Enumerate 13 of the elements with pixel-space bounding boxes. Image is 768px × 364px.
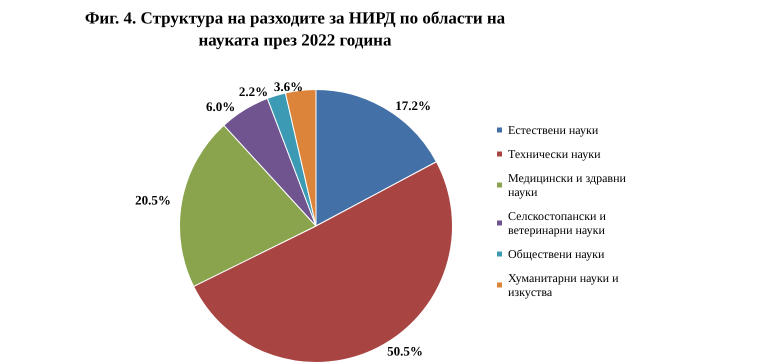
legend-label: Селскостопански и ветеринарни науки [508, 209, 609, 237]
legend-label: Обществени науки [508, 247, 605, 261]
legend-label: Хуманитарни науки и изкуства [508, 271, 622, 299]
data-label: 17.2% [395, 98, 432, 114]
legend-label: Медицински и здравни науки [508, 171, 629, 199]
data-label: 20.5% [135, 192, 171, 208]
data-label: 2.2% [238, 84, 268, 100]
legend-label: Естествени науки [508, 123, 599, 137]
chart-title: Фиг. 4. Структура на разходите за НИРД по области на науката през 2022 година [84, 8, 506, 50]
legend-label: Технически науки [508, 147, 602, 161]
data-label: 6.0% [206, 98, 236, 114]
data-label: 3.6% [274, 78, 304, 94]
data-label: 50.5% [387, 343, 423, 358]
